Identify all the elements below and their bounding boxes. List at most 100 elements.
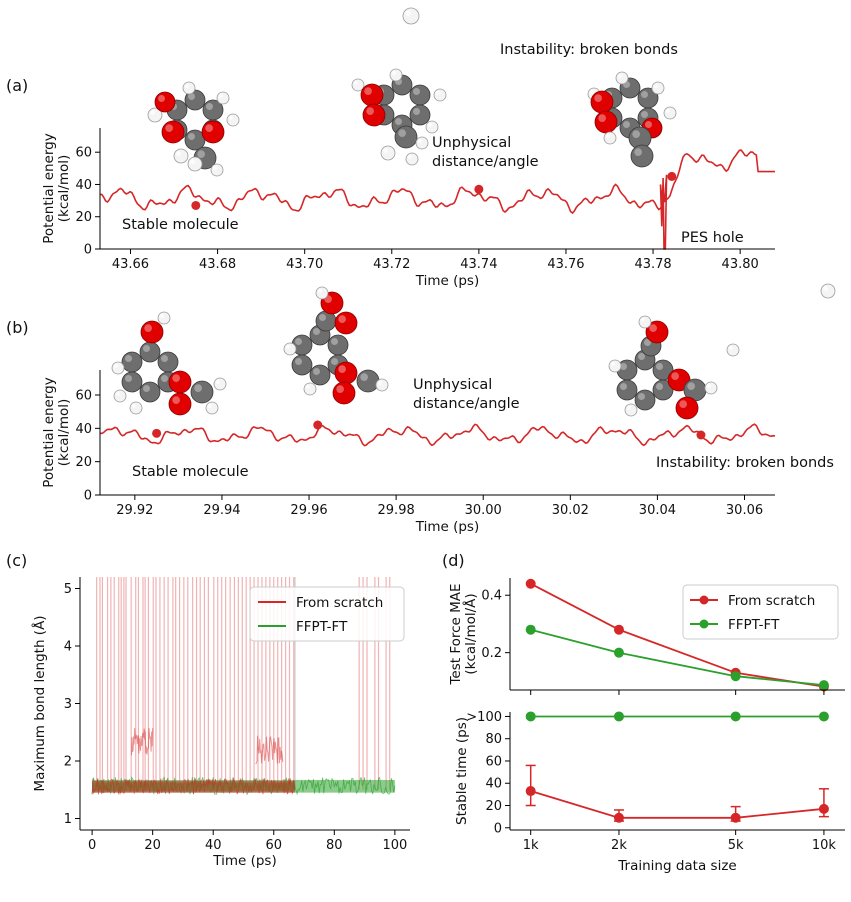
- atom-highlight: [113, 363, 118, 368]
- atom-highlight: [366, 107, 374, 115]
- data-point: [730, 671, 741, 682]
- hydrogen-atom: [111, 361, 125, 375]
- x-tick-label: 10k: [812, 838, 837, 853]
- x-tick-label: 29.96: [290, 503, 327, 518]
- atom-highlight: [125, 375, 132, 382]
- energy-marker: [191, 200, 201, 210]
- hydrogen-atom: [129, 401, 143, 415]
- plateau-line: [255, 735, 284, 765]
- y-tick-label: 0: [84, 243, 92, 258]
- y-axis-label: Potential energy(kcal/mol): [41, 377, 72, 487]
- molecule-broken: [587, 71, 677, 168]
- hydrogen-atom: [603, 131, 617, 145]
- atom-highlight: [653, 83, 659, 88]
- carbon-atom: [139, 381, 161, 403]
- atom-highlight: [115, 391, 120, 396]
- panel-label: (c): [6, 551, 27, 570]
- x-tick-label: 60: [265, 838, 282, 853]
- atom-highlight: [671, 372, 680, 380]
- y-axis-label-line: Test Force MAE: [448, 583, 464, 685]
- x-tick-label: 20: [144, 838, 161, 853]
- series-line-top-0: [530, 582, 825, 688]
- x-tick-label: 100: [382, 838, 407, 853]
- y-tick-label: 80: [485, 732, 502, 747]
- atom-highlight: [638, 353, 645, 360]
- hydrogen-atom: [173, 148, 189, 164]
- atom-highlight: [641, 111, 648, 118]
- atom-highlight: [407, 154, 412, 159]
- energy-marker: [152, 428, 162, 438]
- y-axis-label: Maximum bond length (Å): [31, 615, 48, 791]
- atom-highlight: [172, 374, 180, 382]
- annotation-unphysical: Unphysical: [413, 377, 492, 393]
- atom-highlight: [620, 383, 627, 390]
- carbon-atom: [139, 341, 161, 363]
- hydrogen-atom: [182, 81, 196, 95]
- atom-highlight: [295, 358, 302, 365]
- y-axis-label-line: (kcal/mol): [56, 155, 72, 223]
- oxygen-atom: [334, 361, 358, 385]
- atom-highlight: [150, 110, 155, 116]
- atom-highlight: [305, 384, 310, 389]
- legend-label-ffpt: FFPT-FT: [296, 619, 348, 635]
- carbon-atom: [409, 84, 431, 106]
- y-tick-label: 5: [64, 582, 72, 597]
- hydrogen-atom: [389, 68, 403, 82]
- y-tick-label: 40: [485, 777, 502, 792]
- atom-highlight: [644, 339, 651, 346]
- carbon-atom: [630, 144, 654, 168]
- oxygen-atom: [360, 83, 384, 107]
- annotation-distance: distance/angle: [413, 396, 520, 412]
- annotation-stable: Stable molecule: [132, 464, 249, 480]
- atom-highlight: [188, 93, 195, 100]
- energy-marker: [696, 430, 706, 440]
- hydrogen-atom: [380, 145, 396, 161]
- atom-highlight: [158, 95, 165, 102]
- hydrogen-atom: [820, 283, 836, 299]
- plateau-line: [131, 727, 154, 756]
- energy-marker: [474, 184, 484, 194]
- y-axis-label: Potential energy(kcal/mol): [41, 133, 72, 243]
- atom-highlight: [206, 103, 213, 110]
- x-tick-label: 80: [326, 838, 343, 853]
- hydrogen-atom: [608, 359, 622, 373]
- carbon-atom: [409, 104, 431, 126]
- energy-marker: [667, 171, 677, 181]
- legend-label-scratch: From scratch: [296, 595, 383, 611]
- atom-highlight: [194, 384, 202, 392]
- series-line-top-1: [530, 628, 824, 686]
- hydrogen-atom: [663, 106, 677, 120]
- atom-highlight: [364, 87, 372, 95]
- hydrogen-atom: [375, 378, 389, 392]
- data-point: [525, 578, 536, 589]
- panel-c: (c) 0 20 40 60 80 100 1 2 3 4 5 Time (ps) Maximum bon…: [6, 551, 410, 869]
- oxygen-atom: [645, 320, 669, 344]
- atom-highlight: [144, 324, 152, 332]
- atom-highlight: [353, 80, 358, 85]
- y-tick-label: 60: [75, 146, 92, 161]
- hydrogen-atom: [216, 91, 230, 105]
- atom-highlight: [319, 314, 326, 321]
- atom-highlight: [395, 118, 402, 125]
- atom-highlight: [594, 94, 603, 102]
- hydrogen-atom: [303, 382, 317, 396]
- atom-highlight: [665, 108, 671, 113]
- x-tick-label: 5k: [728, 838, 744, 853]
- y-tick-label: 40: [75, 178, 92, 193]
- hydrogen-atom: [405, 152, 419, 166]
- molecule-unphysical-b: [283, 286, 389, 405]
- data-point: [525, 711, 536, 722]
- hydrogen-atom: [210, 163, 224, 177]
- oxygen-atom: [168, 392, 192, 416]
- atom-highlight: [417, 138, 422, 143]
- y-tick-label: 4: [64, 640, 72, 655]
- atom-highlight: [360, 373, 368, 381]
- data-point: [613, 711, 624, 722]
- carbon-atom: [121, 351, 143, 373]
- x-tick-label: 43.80: [722, 257, 759, 272]
- atom-highlight: [338, 365, 346, 373]
- hydrogen-atom: [704, 381, 718, 395]
- x-tick-label: 43.68: [199, 257, 236, 272]
